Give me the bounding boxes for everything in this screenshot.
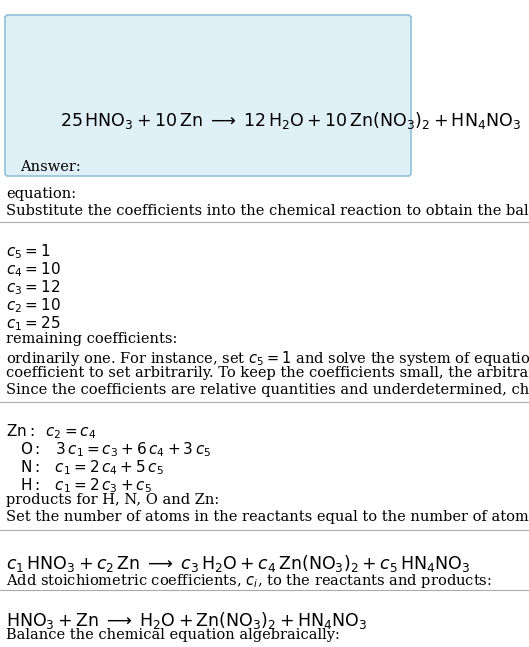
Text: ordinarily one. For instance, set $c_5 = 1$ and solve the system of equations fo: ordinarily one. For instance, set $c_5 =… [6,349,529,368]
Text: Answer:: Answer: [20,160,81,174]
Text: products for H, N, O and Zn:: products for H, N, O and Zn: [6,493,219,507]
Text: remaining coefficients:: remaining coefficients: [6,332,177,346]
Text: Since the coefficients are relative quantities and underdetermined, choose a: Since the coefficients are relative quan… [6,383,529,397]
Text: $c_1\,\mathrm{HNO_3} + c_2\,\mathrm{Zn} \;\longrightarrow\; c_3\,\mathrm{H_2O} +: $c_1\,\mathrm{HNO_3} + c_2\,\mathrm{Zn} … [6,553,470,574]
Text: $c_3 = 12$: $c_3 = 12$ [6,278,60,297]
Text: $25\,\mathrm{HNO_3} + 10\,\mathrm{Zn} \;\longrightarrow\; 12\,\mathrm{H_2O} + 10: $25\,\mathrm{HNO_3} + 10\,\mathrm{Zn} \;… [60,110,521,131]
Text: $\mathrm{H:\;}\;\;c_1 = 2\,c_3 + c_5$: $\mathrm{H:\;}\;\;c_1 = 2\,c_3 + c_5$ [20,476,152,495]
Text: Substitute the coefficients into the chemical reaction to obtain the balanced: Substitute the coefficients into the che… [6,204,529,218]
Text: $c_2 = 10$: $c_2 = 10$ [6,296,61,314]
FancyBboxPatch shape [5,15,411,176]
Text: $\mathrm{N:\;}\;\;c_1 = 2\,c_4 + 5\,c_5$: $\mathrm{N:\;}\;\;c_1 = 2\,c_4 + 5\,c_5$ [20,458,164,477]
Text: $\mathrm{HNO_3 + Zn \;\longrightarrow\; H_2O + Zn(NO_3)_2 + HN_4NO_3}$: $\mathrm{HNO_3 + Zn \;\longrightarrow\; … [6,610,367,631]
Text: $c_4 = 10$: $c_4 = 10$ [6,260,61,279]
Text: Balance the chemical equation algebraically:: Balance the chemical equation algebraica… [6,628,340,642]
Text: $c_5 = 1$: $c_5 = 1$ [6,242,51,261]
Text: Add stoichiometric coefficients, $c_i$, to the reactants and products:: Add stoichiometric coefficients, $c_i$, … [6,572,492,590]
Text: equation:: equation: [6,187,76,201]
Text: $c_1 = 25$: $c_1 = 25$ [6,314,60,333]
Text: coefficient to set arbitrarily. To keep the coefficients small, the arbitrary va: coefficient to set arbitrarily. To keep … [6,366,529,380]
Text: Set the number of atoms in the reactants equal to the number of atoms in the: Set the number of atoms in the reactants… [6,510,529,524]
Text: $\mathrm{O:\;}\;\;3\,c_1 = c_3 + 6\,c_4 + 3\,c_5$: $\mathrm{O:\;}\;\;3\,c_1 = c_3 + 6\,c_4 … [20,440,211,459]
Text: $\mathrm{Zn:\;}\;c_2 = c_4$: $\mathrm{Zn:\;}\;c_2 = c_4$ [6,422,96,441]
